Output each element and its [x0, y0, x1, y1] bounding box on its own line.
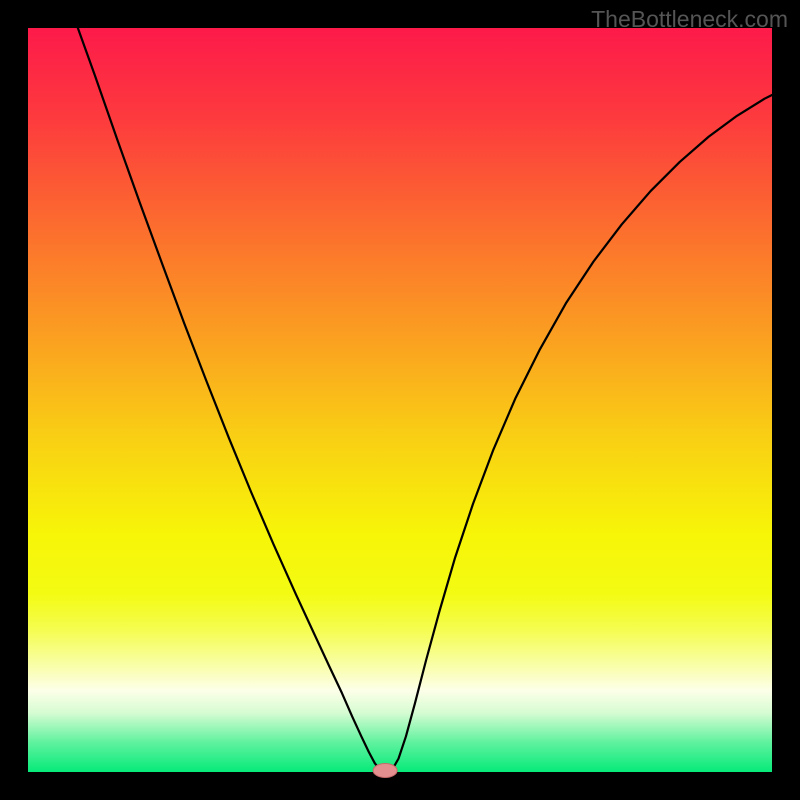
chart-plot-area	[28, 28, 772, 772]
bottleneck-chart	[0, 0, 800, 800]
watermark-text: TheBottleneck.com	[591, 6, 788, 33]
chart-container: TheBottleneck.com	[0, 0, 800, 800]
optimum-marker	[373, 764, 397, 778]
